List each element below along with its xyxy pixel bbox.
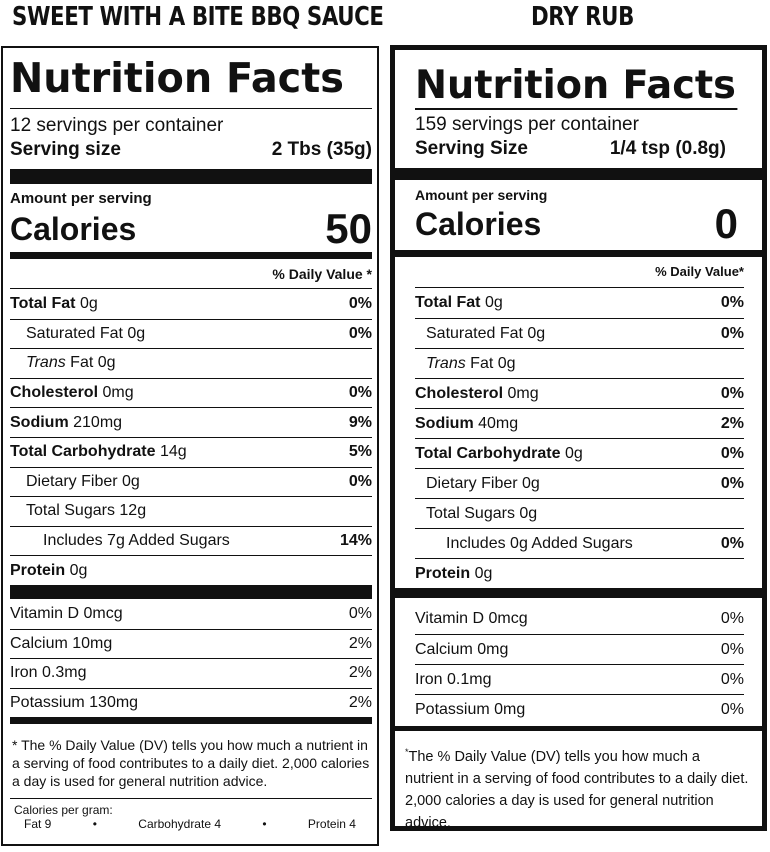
vitamin-row: Potassium 0mg 0%	[415, 694, 744, 724]
nutrient-row: Protein 0g	[415, 558, 744, 588]
nutrient-row: Total Sugars 0g	[415, 498, 744, 528]
nutrient-row: Saturated Fat 0g 0%	[415, 318, 744, 348]
nutrient-row: Trans Fat 0g	[10, 348, 372, 378]
nutrient-row: Protein 0g	[10, 555, 372, 585]
nutrient-row: Total Carbohydrate 0g 0%	[415, 438, 744, 468]
calories-per-gram-label: Calories per gram:	[14, 803, 113, 818]
nutrient-row: Includes 7g Added Sugars 14%	[10, 525, 372, 556]
calories-value: 0	[714, 200, 738, 247]
calories-per-gram-row: Fat 9 • Carbohydrate 4 • Protein 4	[24, 817, 356, 832]
daily-value-header: % Daily Value *	[10, 259, 372, 289]
vitamin-row: Calcium 10mg 2%	[10, 628, 372, 659]
nutrient-row: Total Fat 0g 0%	[415, 294, 744, 311]
vitamin-row: Iron 0.3mg 2%	[10, 658, 372, 688]
amount-per-serving: Amount per serving	[415, 187, 548, 203]
footnote: * The % Daily Value (DV) tells you how m…	[12, 737, 370, 790]
label-title: Nutrition Facts	[415, 63, 738, 110]
serving-size-row: Serving size 2 Tbs (35g)	[10, 137, 372, 163]
dry-rub-nutrition-label: Nutrition Facts 159 servings per contain…	[390, 45, 767, 831]
calories-value: 50	[325, 205, 372, 252]
vitamin-row: Vitamin D 0mcg 0%	[415, 610, 744, 627]
calories-row: Calories 0	[415, 200, 744, 247]
vitamin-row: Potassium 130mg 2%	[10, 687, 372, 718]
servings-per-container: 159 servings per container	[415, 114, 639, 135]
vitamin-row: Calcium 0mg 0%	[415, 634, 744, 664]
calories-row: Calories 50	[10, 208, 372, 250]
nutrient-row: Cholesterol 0mg 0%	[10, 377, 372, 408]
nutrient-row: Total Sugars 12g	[10, 496, 372, 526]
serving-size-label: Serving Size	[415, 138, 528, 159]
nutrient-row: Dietary Fiber 0g 0%	[10, 466, 372, 497]
servings-per-container: 12 servings per container	[10, 115, 224, 136]
nutrient-row: Dietary Fiber 0g 0%	[415, 468, 744, 498]
nutrient-row: Total Fat 0g 0%	[10, 294, 372, 312]
nutrient-row: Sodium 210mg 9%	[10, 407, 372, 437]
vitamin-row: Iron 0.1mg 0%	[415, 664, 744, 694]
bbq-sauce-nutrition-label: Nutrition Facts 12 servings per containe…	[1, 46, 379, 846]
bbq-sauce-heading: SWEET WITH A BITE BBQ SAUCE	[12, 2, 384, 32]
nutrient-row: Includes 0g Added Sugars 0%	[415, 528, 744, 558]
nutrient-row: Total Carbohydrate 14g 5%	[10, 436, 372, 467]
footnote: *The % Daily Value (DV) tells you how mu…	[405, 747, 749, 831]
dry-rub-heading: DRY RUB	[531, 2, 634, 32]
vitamin-row: Vitamin D 0mcg 0%	[10, 604, 372, 622]
daily-value-header: % Daily Value*	[415, 257, 744, 288]
serving-size-row: Serving Size 1/4 tsp (0.8g)	[415, 136, 744, 162]
nutrient-row: Saturated Fat 0g 0%	[10, 318, 372, 349]
amount-per-serving: Amount per serving	[10, 190, 152, 207]
serving-size-value: 1/4 tsp (0.8g)	[609, 138, 726, 159]
serving-size-value: 2 Tbs (35g)	[271, 139, 372, 160]
serving-size-label: Serving size	[10, 139, 121, 160]
nutrient-row: Trans Fat 0g	[415, 348, 744, 378]
calories-label: Calories	[10, 211, 137, 247]
nutrient-row: Sodium 40mg 2%	[415, 408, 744, 438]
label-title: Nutrition Facts	[10, 54, 344, 102]
calories-label: Calories	[415, 206, 542, 242]
nutrient-row: Cholesterol 0mg 0%	[415, 378, 744, 408]
